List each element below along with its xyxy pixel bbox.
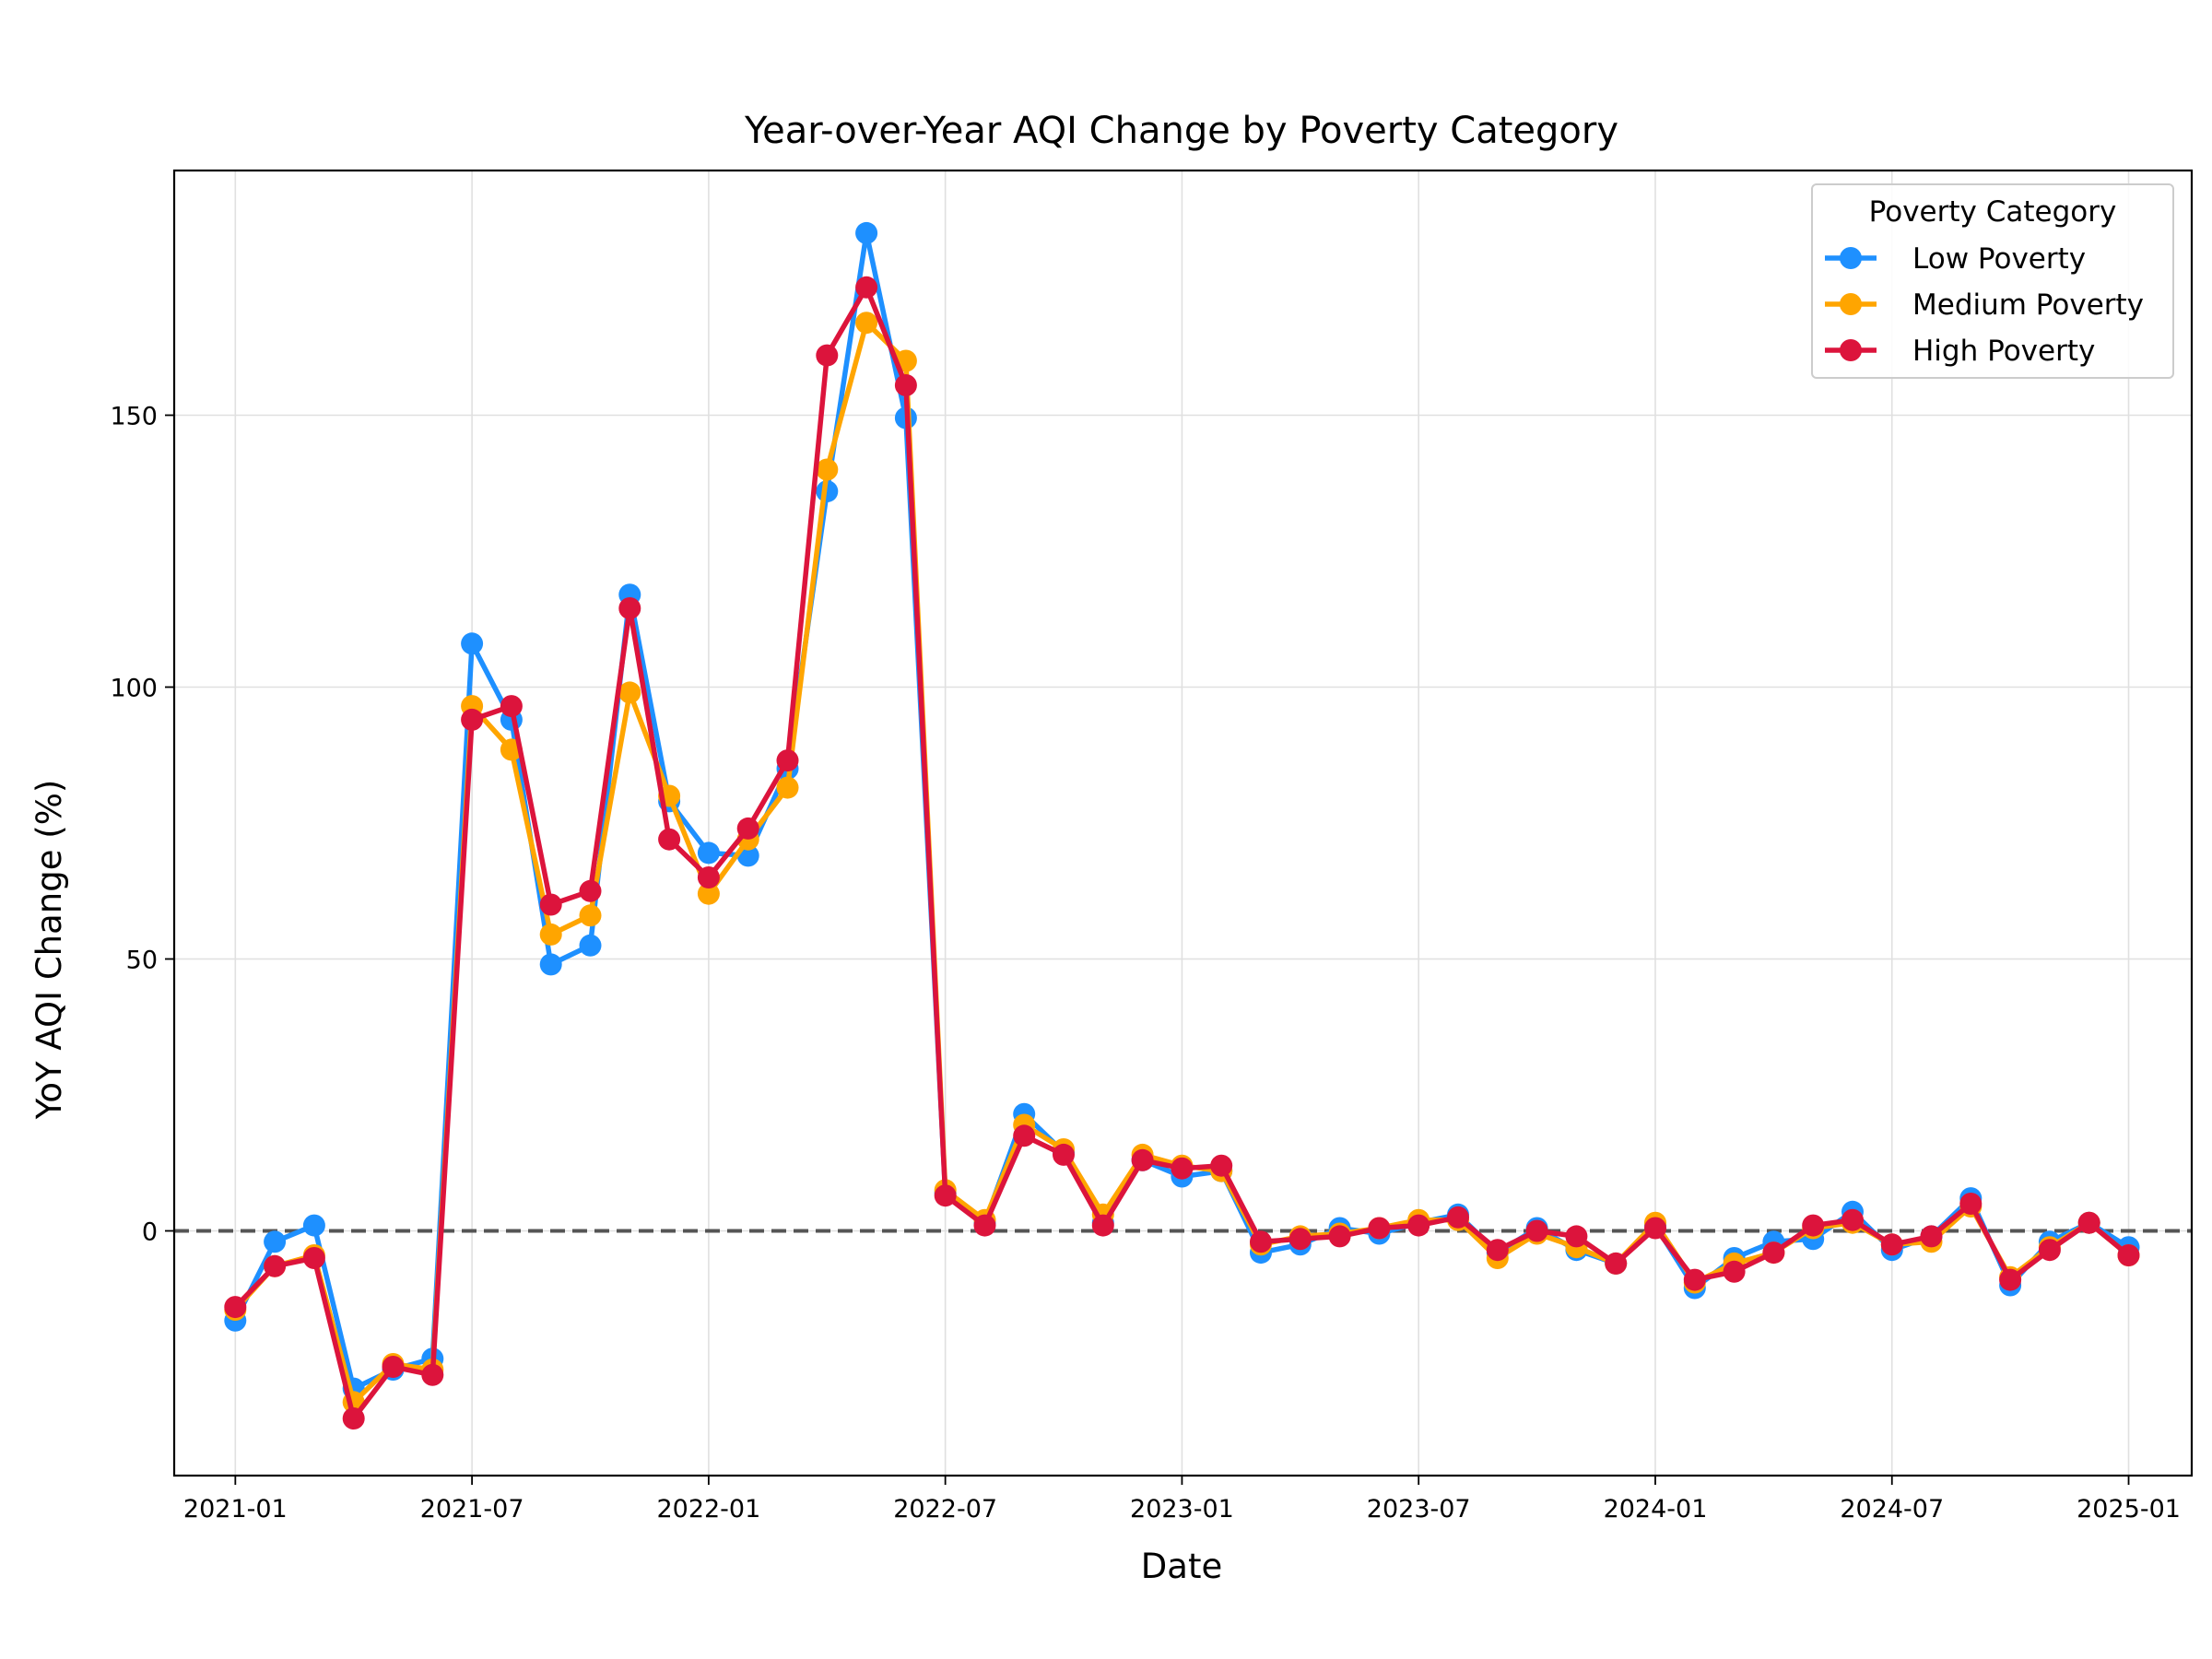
x-tick-label: 2022-01 [656, 1495, 760, 1524]
data-point [934, 1184, 957, 1207]
data-point [539, 893, 562, 916]
data-point [1723, 1260, 1746, 1283]
data-point [461, 708, 484, 731]
data-point [1880, 1233, 1903, 1256]
data-point [1407, 1214, 1430, 1237]
x-axis-ticks: 2021-01 2021-07 2022-01 2022-07 2023-01 2023-… [183, 1476, 2181, 1524]
data-point [579, 934, 602, 957]
data-point [1565, 1225, 1588, 1248]
data-point [618, 597, 641, 619]
legend: Poverty Category Low Poverty Medium Pover… [1811, 183, 2174, 379]
data-point [697, 882, 720, 905]
data-point [1368, 1217, 1391, 1240]
data-point [264, 1254, 287, 1277]
legend-marker [1840, 247, 1862, 269]
data-point [1091, 1214, 1114, 1237]
legend-entry: High Poverty [1825, 335, 2095, 368]
data-point [1210, 1154, 1233, 1177]
data-point [579, 904, 602, 927]
series-high-poverty [224, 276, 2140, 1430]
plot-area-frame [172, 169, 2194, 1477]
data-point [1841, 1208, 1864, 1231]
y-tick-label: 0 [142, 1218, 158, 1247]
legend-marker [1840, 293, 1862, 315]
y-axis-label: YoY AQI Change (%) [29, 780, 69, 1121]
x-tick-label: 2023-07 [1367, 1495, 1471, 1524]
data-point [1328, 1225, 1351, 1248]
data-point [973, 1214, 996, 1237]
data-point [894, 374, 917, 396]
x-tick-label: 2021-01 [183, 1495, 288, 1524]
data-point [1920, 1225, 1943, 1248]
data-point [736, 817, 759, 840]
x-tick-label: 2021-07 [420, 1495, 524, 1524]
data-point [1131, 1148, 1154, 1171]
data-point [539, 923, 562, 946]
chart-title: Year-over-Year AQI Change by Poverty Cat… [744, 110, 1618, 152]
y-axis-ticks: 0 50 100 150 [110, 403, 174, 1247]
data-point [1762, 1241, 1785, 1265]
legend-label: Low Poverty [1912, 242, 2086, 276]
data-point [855, 276, 878, 299]
data-point [816, 458, 839, 481]
data-point [1053, 1143, 1075, 1166]
data-point [618, 681, 641, 704]
data-point [302, 1247, 325, 1269]
data-point [539, 953, 562, 976]
x-tick-label: 2024-07 [1840, 1495, 1944, 1524]
y-tick-label: 150 [110, 403, 158, 431]
data-point [224, 1296, 247, 1319]
data-point [264, 1230, 287, 1253]
data-point [855, 221, 878, 244]
data-point [1605, 1252, 1628, 1275]
legend-label: Medium Poverty [1912, 288, 2144, 322]
data-point [1013, 1124, 1036, 1147]
data-point [1959, 1193, 1983, 1215]
data-point [1683, 1268, 1706, 1291]
legend-entries: Low Poverty Medium Poverty High Poverty [1825, 242, 2144, 368]
data-point [382, 1356, 405, 1378]
data-point [1486, 1239, 1509, 1262]
data-point [1802, 1214, 1825, 1237]
data-point [1250, 1230, 1272, 1253]
y-tick-label: 50 [126, 947, 158, 975]
series-layer [224, 221, 2140, 1430]
data-point [776, 776, 799, 799]
data-point [816, 344, 839, 367]
data-point [461, 632, 484, 655]
data-point [855, 312, 878, 335]
data-point [421, 1363, 444, 1386]
legend-marker [1840, 339, 1862, 361]
x-tick-label: 2023-01 [1130, 1495, 1234, 1524]
data-point [2038, 1239, 2061, 1262]
legend-entry: Low Poverty [1825, 242, 2086, 276]
data-point [302, 1214, 325, 1237]
x-axis-label: Date [1141, 1547, 1222, 1586]
data-point [1171, 1157, 1194, 1180]
data-point [1288, 1228, 1312, 1251]
x-tick-label: 2024-01 [1604, 1495, 1708, 1524]
legend-entry: Medium Poverty [1825, 288, 2144, 322]
data-point [1447, 1206, 1469, 1229]
data-point [658, 828, 681, 851]
data-point [697, 866, 720, 888]
data-point [500, 695, 523, 718]
data-point [1525, 1219, 1548, 1242]
data-point [342, 1407, 365, 1430]
data-point [1644, 1217, 1666, 1240]
data-point [2117, 1244, 2140, 1266]
data-point [2077, 1211, 2100, 1234]
legend-box [1811, 183, 2174, 379]
legend-label: High Poverty [1912, 335, 2095, 368]
data-point [776, 749, 799, 772]
data-point [1999, 1268, 2022, 1291]
legend-title: Poverty Category [1869, 195, 2117, 229]
data-point [697, 841, 720, 865]
x-tick-label: 2025-01 [2077, 1495, 2181, 1524]
y-tick-label: 100 [110, 675, 158, 703]
data-point [579, 879, 602, 902]
x-tick-label: 2022-07 [893, 1495, 997, 1524]
